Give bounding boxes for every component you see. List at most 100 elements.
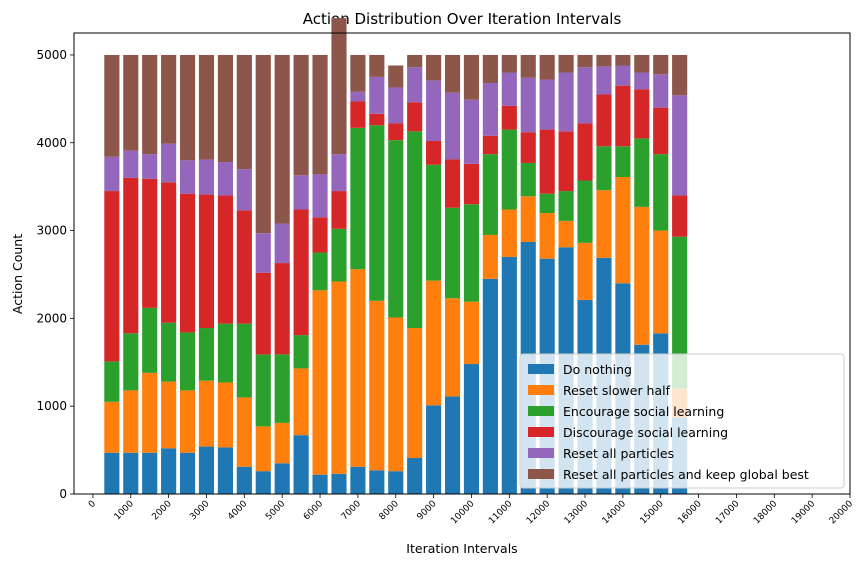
x-tick-label: 10000 — [449, 499, 477, 527]
legend-label: Reset all particles and keep global best — [563, 467, 809, 482]
x-tick-label: 19000 — [790, 499, 818, 527]
y-tick-label: 1000 — [36, 399, 67, 413]
bar-segment — [161, 54, 177, 144]
bar-segment — [217, 54, 233, 163]
bar-segment — [293, 368, 309, 436]
bar-segment — [350, 101, 366, 128]
bar-segment — [577, 54, 593, 68]
x-tick-label: 11000 — [487, 499, 515, 527]
bar-segment — [634, 72, 650, 90]
bar-segment — [142, 452, 158, 494]
bar-segment — [331, 18, 347, 155]
bar-segment — [653, 107, 669, 155]
bar-segment — [558, 191, 574, 221]
bar-segment — [520, 196, 536, 242]
bar-segment — [539, 79, 555, 130]
legend-swatch — [528, 406, 554, 416]
bar-segment — [236, 466, 252, 494]
bar-segment — [482, 54, 498, 84]
plot-frame — [73, 32, 851, 495]
bar-segment — [388, 317, 404, 472]
bar-segment — [463, 204, 480, 302]
x-tick-label: 5000 — [264, 499, 287, 522]
bar-segment — [142, 54, 158, 155]
bar-segment — [123, 452, 139, 494]
bar-segment — [179, 160, 196, 194]
legend-label: Reset all particles — [563, 446, 674, 461]
y-axis: 0 1000 2000 3000 4000 5000 — [36, 48, 74, 501]
bar-segment — [426, 164, 442, 281]
bar-segment — [634, 89, 650, 139]
x-tick-label: 2000 — [150, 499, 173, 522]
y-tick-label: 5000 — [36, 48, 67, 62]
bar-segment — [123, 390, 139, 453]
y-tick-label: 0 — [59, 487, 67, 501]
bar-segment — [331, 473, 347, 494]
bar-segment — [274, 463, 290, 494]
bar-segment — [444, 92, 461, 160]
bar-segment — [255, 233, 271, 273]
bar-segment — [539, 129, 555, 194]
bar-segment — [179, 54, 196, 161]
bar-segment — [463, 301, 480, 365]
bar-segment — [312, 474, 328, 494]
bar-segment — [104, 401, 120, 453]
bar-segment — [293, 209, 309, 336]
bar-segment — [388, 140, 404, 318]
bar-segment — [388, 123, 404, 141]
bar-segment — [236, 210, 252, 324]
bar-segment — [236, 397, 252, 467]
x-tick-label: 17000 — [714, 499, 742, 527]
bar-segment — [501, 54, 517, 73]
bar-segment — [501, 209, 517, 257]
legend-label: Reset slower half — [563, 383, 671, 398]
bar-segment — [312, 174, 328, 218]
bar-segment — [369, 76, 385, 114]
legend-label: Do nothing — [563, 362, 632, 377]
bar-segment — [672, 236, 688, 389]
bar-segment — [255, 54, 271, 234]
bar-segment — [161, 182, 177, 323]
bar-segment — [331, 154, 347, 192]
bar-segment — [161, 143, 177, 183]
bar-segment — [501, 256, 517, 494]
bar-segment — [198, 328, 215, 381]
bar-segment — [501, 105, 517, 130]
bars-layer — [104, 18, 688, 494]
bar-segment — [123, 150, 139, 178]
bar-segment — [217, 195, 233, 324]
bar-segment — [293, 54, 309, 176]
bar-segment — [634, 138, 650, 207]
bar-segment — [426, 80, 442, 142]
bar-segment — [369, 113, 385, 126]
bar-segment — [482, 154, 498, 235]
bar-segment — [653, 54, 669, 75]
bar-segment — [463, 54, 480, 100]
bar-segment — [596, 54, 612, 67]
bar-segment — [407, 131, 423, 329]
x-tick-label: 4000 — [226, 499, 249, 522]
bar-segment — [123, 177, 139, 334]
bar-segment — [444, 396, 461, 494]
bar-segment — [217, 323, 233, 383]
bar-segment — [142, 307, 158, 373]
bar-segment — [293, 175, 309, 210]
bar-segment — [236, 54, 252, 170]
y-tick-label: 2000 — [36, 311, 67, 325]
x-tick-label: 12000 — [525, 499, 553, 527]
bar-segment — [615, 177, 631, 284]
x-tick-label: 9000 — [415, 499, 438, 522]
x-tick-label: 14000 — [601, 499, 629, 527]
bar-segment — [463, 364, 480, 494]
legend-swatch — [528, 427, 554, 437]
bar-segment — [217, 447, 233, 494]
bar-segment — [426, 54, 442, 81]
bar-segment — [577, 180, 593, 243]
bar-segment — [596, 190, 612, 258]
legend-swatch — [528, 448, 554, 458]
bar-segment — [312, 217, 328, 253]
bar-segment — [426, 280, 442, 406]
bar-segment — [615, 65, 631, 86]
bar-segment — [407, 67, 423, 103]
bar-segment — [615, 85, 631, 147]
